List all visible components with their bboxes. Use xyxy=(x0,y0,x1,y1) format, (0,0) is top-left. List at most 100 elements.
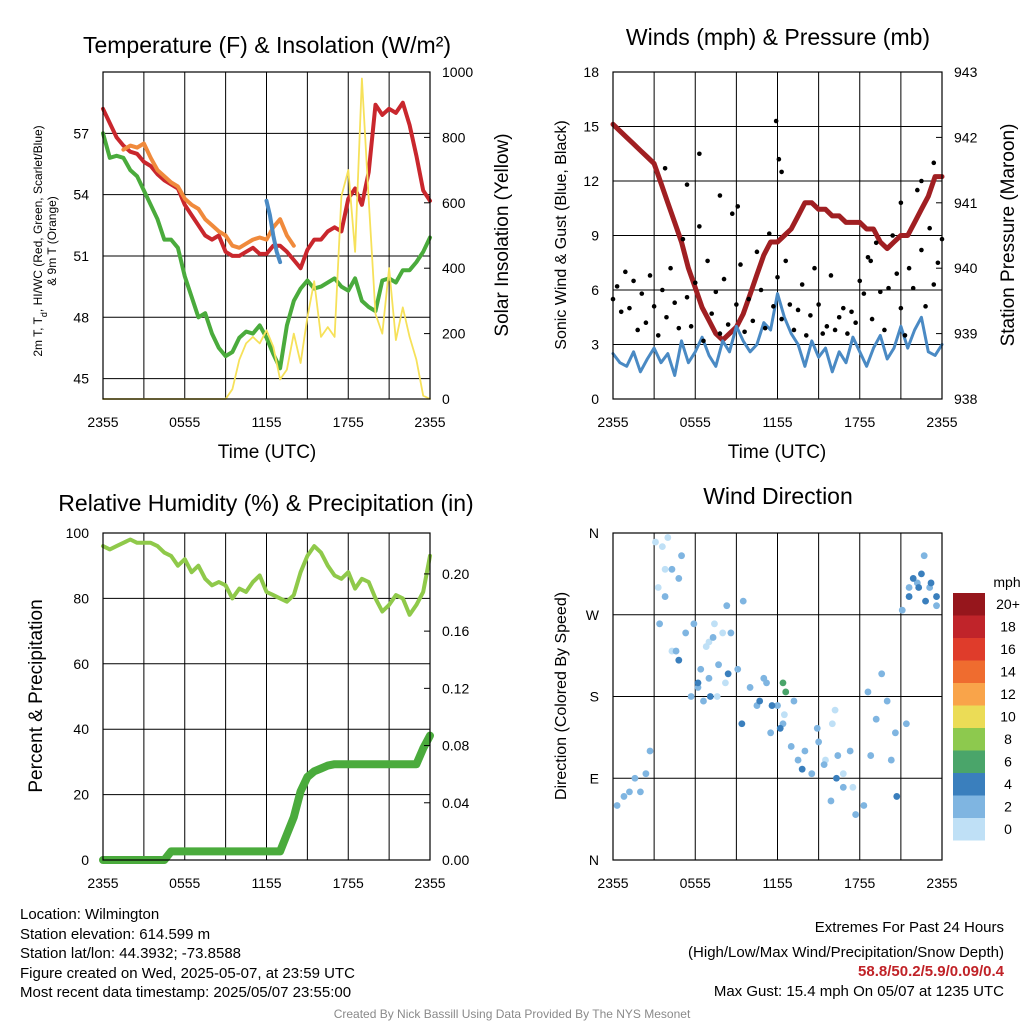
legend-swatch xyxy=(953,683,985,706)
y-tick-label: N xyxy=(589,525,599,541)
wind-direction-point xyxy=(739,597,747,605)
gust-point xyxy=(684,182,690,187)
plot-frame xyxy=(102,71,431,400)
y-tick-label: E xyxy=(590,770,599,786)
y-tick-label: 60 xyxy=(73,656,89,672)
station-elevation: Station elevation: 614.599 m xyxy=(20,925,211,943)
wind-direction-point xyxy=(779,679,787,687)
wind-direction-point xyxy=(631,774,639,782)
gust-point xyxy=(902,333,908,338)
legend-swatch xyxy=(953,818,985,841)
wind-direction-point xyxy=(813,724,821,732)
x-tick-label: 2355 xyxy=(926,875,957,891)
wind-direction-panel: Wind Direction 2355 0555 1155 1755 2355 N E S W N… xyxy=(553,483,1021,891)
gust-point xyxy=(725,322,731,327)
station-location: Location: Wilmington xyxy=(20,906,160,923)
wind-direction-point xyxy=(711,620,718,628)
wind-direction-point xyxy=(833,774,840,782)
wind-direction-point xyxy=(905,593,913,600)
extremes-subheading: (High/Low/Max Wind/Precipitation/Snow De… xyxy=(688,943,1004,961)
gust-point xyxy=(803,333,809,338)
gust-point xyxy=(750,318,756,324)
legend-swatch xyxy=(953,728,985,751)
wind-direction-point xyxy=(834,752,842,759)
wind-direction-point xyxy=(794,756,802,764)
x-tick-label: 1755 xyxy=(844,875,875,891)
y-tick-label: 80 xyxy=(73,590,89,606)
legend-label: 4 xyxy=(1004,776,1012,792)
gust-point xyxy=(734,302,739,307)
panel4-ylabel: Direction (Colored By Speed) xyxy=(553,592,570,800)
wind-direction-point xyxy=(780,711,788,719)
gust-point xyxy=(906,265,912,271)
series-line xyxy=(102,77,431,400)
y-tick-label: 54 xyxy=(73,187,89,203)
y-tick-label: 40 xyxy=(73,721,89,737)
y-tick-label: 0 xyxy=(591,391,599,407)
series-line xyxy=(611,292,944,377)
wind-direction-point xyxy=(763,679,770,687)
panel2-title: Winds (mph) & Pressure (mb) xyxy=(626,24,930,50)
wind-direction-point xyxy=(798,765,806,773)
gust-point xyxy=(886,285,891,291)
y2-tick-label: 200 xyxy=(442,326,466,342)
y2-tick-label: 941 xyxy=(954,195,978,211)
gust-point xyxy=(746,296,752,302)
wind-direction-point xyxy=(927,579,935,587)
wind-direction-point xyxy=(808,770,816,778)
y-tick-label: 18 xyxy=(583,64,599,80)
wind-direction-point xyxy=(864,688,872,696)
x-tick-label: 1755 xyxy=(844,414,875,430)
legend-swatch xyxy=(953,593,985,616)
y-tick-label: 9 xyxy=(591,228,599,244)
wind-direction-point xyxy=(713,693,721,700)
panel4-title: Wind Direction xyxy=(703,483,853,509)
gust-point xyxy=(861,291,867,296)
gust-point xyxy=(680,236,686,242)
gust-point xyxy=(664,314,669,320)
y-tick-label: S xyxy=(590,689,599,705)
wind-direction-point xyxy=(697,665,705,673)
wind-direction-point xyxy=(831,706,839,714)
gust-point xyxy=(709,311,714,316)
series-line xyxy=(101,537,432,617)
wind-direction-point xyxy=(933,593,940,600)
gust-point xyxy=(836,314,842,320)
wind-direction-point xyxy=(613,802,621,809)
wind-direction-point xyxy=(705,674,713,682)
panel3-ylabel: Percent & Precipitation xyxy=(26,599,47,792)
wind-direction-point xyxy=(642,770,650,778)
gust-point xyxy=(701,338,706,344)
speed-legend: mph 20+ 18 16 14 12 10 8 6 4 2 0 xyxy=(953,574,1021,841)
legend-swatch xyxy=(953,705,985,728)
y2-tick-label: 0.08 xyxy=(442,738,469,754)
y2-tick-label: 942 xyxy=(954,129,978,145)
gust-point xyxy=(873,240,879,246)
gust-point xyxy=(762,325,768,331)
wind-direction-point xyxy=(700,697,707,705)
legend-label: 14 xyxy=(1000,664,1016,680)
wind-direction-point xyxy=(883,697,891,705)
wind-direction-point xyxy=(675,575,683,582)
wind-direction-point xyxy=(652,538,659,546)
wind-direction-point xyxy=(918,570,925,578)
gust-point xyxy=(766,231,772,236)
wind-direction-point xyxy=(839,783,847,791)
y-tick-label: 20 xyxy=(73,787,89,803)
panel2-ylabel: Sonic Wind & Gust (Blue, Black) xyxy=(553,120,570,349)
gust-point xyxy=(919,247,924,253)
gust-point xyxy=(869,316,875,322)
max-gust: Max Gust: 15.4 mph On 05/07 at 1235 UTC xyxy=(713,982,1004,1000)
legend-title: mph xyxy=(993,574,1020,590)
y-tick-label: 100 xyxy=(66,525,90,541)
gust-point xyxy=(779,316,784,322)
gust-point xyxy=(705,258,710,264)
wind-direction-point xyxy=(852,811,860,818)
gust-point xyxy=(676,325,682,331)
wind-direction-point xyxy=(637,788,644,796)
wind-direction-point xyxy=(723,602,731,610)
gust-point xyxy=(738,262,743,267)
y-tick-label: N xyxy=(589,852,599,868)
y2-tick-label: 1000 xyxy=(442,64,473,80)
